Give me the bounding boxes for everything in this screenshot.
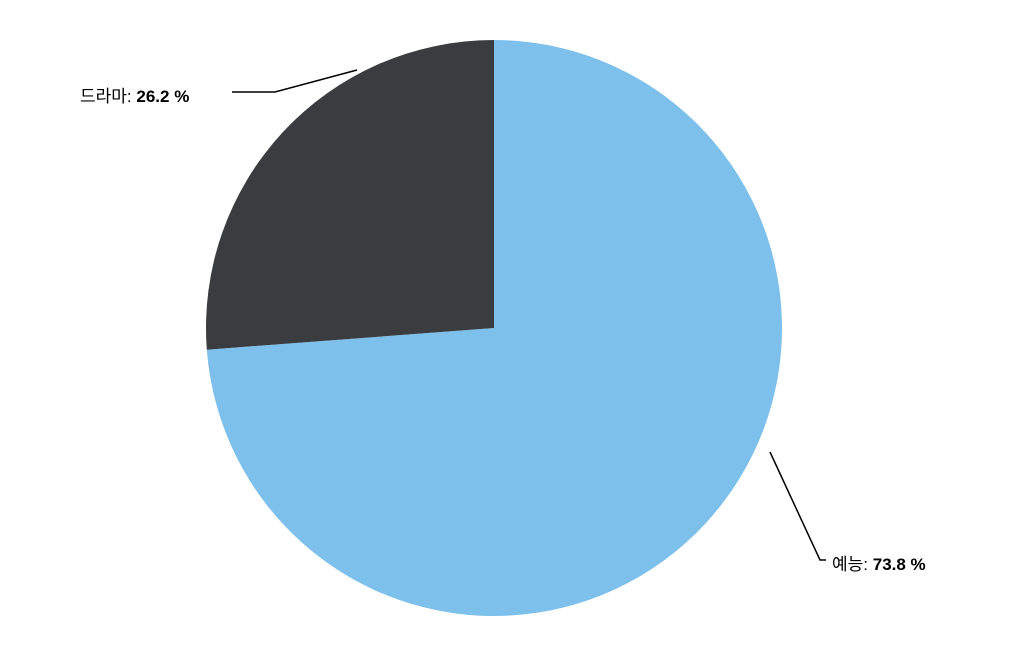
- slice-label-name: 드라마:: [80, 87, 132, 106]
- leader-line-0: [770, 452, 826, 560]
- slice-label-value: 73.8 %: [873, 555, 926, 574]
- slice-label-name: 예능:: [832, 555, 868, 574]
- slice-label-0: 예능: 73.8 %: [832, 550, 926, 575]
- slice-label-value: 26.2 %: [136, 87, 189, 106]
- pie-slice-1: [206, 40, 494, 350]
- pie-chart: 예능: 73.8 % 드라마: 26.2 %: [0, 0, 1024, 655]
- slice-label-1: 드라마: 26.2 %: [80, 82, 189, 107]
